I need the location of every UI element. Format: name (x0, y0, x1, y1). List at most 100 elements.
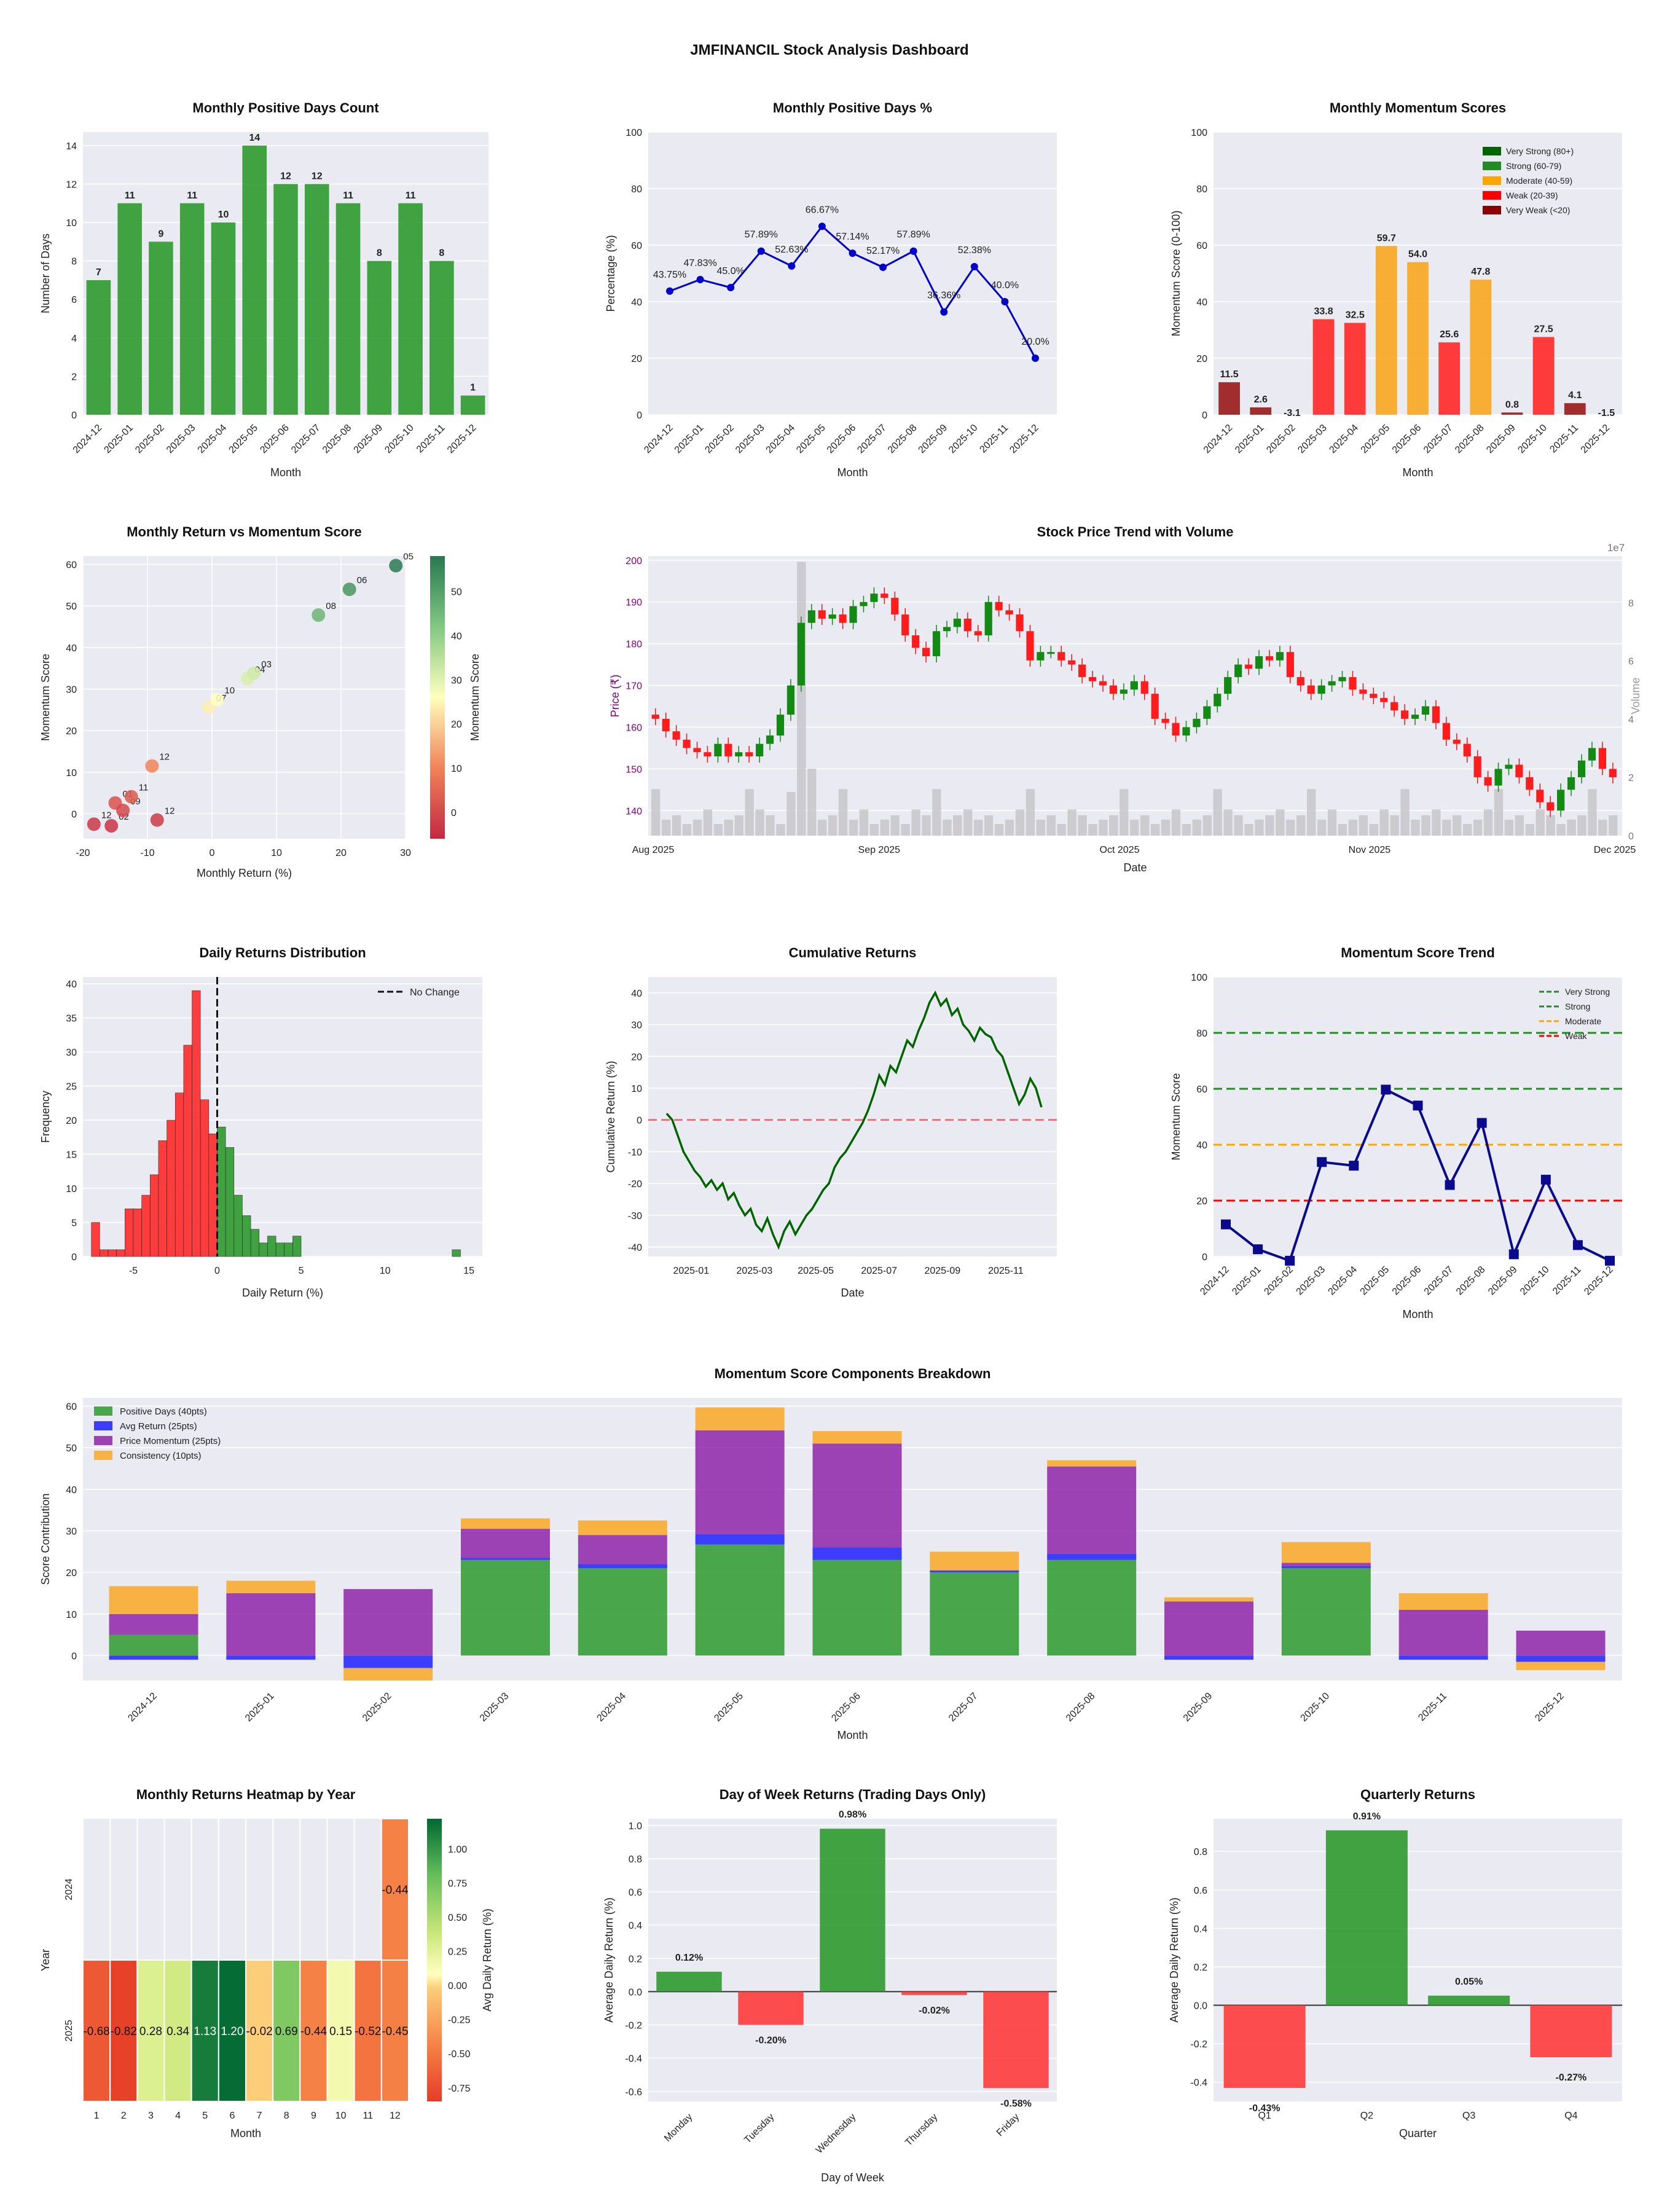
pv-candle-body (1109, 685, 1118, 694)
pdp-point (970, 263, 978, 271)
pdp-point (849, 249, 857, 257)
qr-data-label: -0.27% (1556, 2073, 1587, 2083)
pdp-ytick-label: 100 (626, 128, 642, 138)
cmp-bar-segment (226, 1593, 316, 1656)
hm-colorbar (427, 1819, 442, 2101)
pdc-bar (304, 184, 329, 415)
rvm-point-label: 03 (261, 659, 272, 670)
mt-ytick-label: 60 (1196, 1084, 1207, 1095)
cmp-bar-segment (343, 1668, 433, 1681)
pv-candle-body (1140, 681, 1148, 694)
pdc-bar (117, 203, 142, 415)
hm-xtick-label: 10 (335, 2111, 347, 2121)
ms-bar (1532, 337, 1555, 415)
pdp-ytick-label: 0 (637, 410, 642, 421)
pv-candle-body (1193, 718, 1201, 728)
cmp-bar-segment (1281, 1542, 1371, 1563)
pdc-ytick-label: 6 (71, 295, 77, 305)
pv-volume-bar (755, 809, 764, 836)
rvm-ytick-label: 60 (66, 560, 77, 571)
pv-candle-body (963, 618, 971, 632)
cmp-title: Momentum Score Components Breakdown (715, 1366, 991, 1381)
cmp-legend-swatch (94, 1436, 112, 1445)
drd-ytick-label: 10 (66, 1184, 77, 1194)
rvm-ylabel: Momentum Score (39, 654, 52, 741)
cmp-bar-segment (343, 1655, 433, 1668)
pdc-ytick-label: 2 (71, 372, 77, 382)
pv-candle-body (1453, 739, 1461, 744)
rvm-point-label: 12 (159, 752, 170, 763)
ms-bar (1250, 407, 1272, 415)
mt-point (1605, 1255, 1615, 1266)
cr-series-line (665, 990, 1043, 1250)
hm-xtick-label: 8 (284, 2111, 289, 2121)
pdc-bar (367, 261, 392, 415)
hm-cell-label: 1.13 (194, 2025, 216, 2038)
pv-volume-bar (1556, 824, 1566, 836)
cmp-bar-segment (226, 1580, 316, 1593)
pv-candle-body (1505, 764, 1513, 769)
pdp-point (757, 247, 765, 255)
pv-candle-body (735, 752, 743, 756)
pv-candle-body (1473, 756, 1481, 777)
pv-ytick-label: 150 (626, 764, 642, 775)
pv-volume-bar (890, 815, 900, 836)
rvm-point-label: 11 (139, 783, 149, 793)
cmp-xtick-label: 2025-03 (478, 1691, 511, 1724)
dow-bar (656, 1971, 722, 1992)
drd-xtick-label: -5 (129, 1266, 138, 1276)
pdp-xtick-label: 2025-03 (734, 423, 767, 456)
pv-candle-body (943, 627, 951, 632)
pdc-data-label: 12 (312, 171, 323, 181)
pdc-xtick-label: 2025-05 (227, 423, 261, 456)
pv-volume-bar (1213, 789, 1222, 836)
pv-volume-bar (1359, 815, 1368, 836)
mt-xtick-label: 2025-12 (1582, 1265, 1615, 1298)
cmp-bar-segment (812, 1547, 902, 1560)
pv-candle-body (1380, 697, 1388, 702)
drd-ytick-label: 30 (66, 1048, 77, 1058)
dow-ytick-label: 0.2 (629, 1954, 642, 1964)
rvm-title: Monthly Return vs Momentum Score (127, 524, 362, 539)
pv-volume-bar (1286, 819, 1295, 836)
pdp-xtick-label: 2025-01 (673, 423, 706, 456)
pv-candle-body (1338, 677, 1346, 681)
pv-candle-body (922, 648, 930, 656)
pv-candle-body (672, 731, 680, 740)
hm-colorbar-label: Avg Daily Return (%) (481, 1908, 493, 2012)
drd-bar (208, 1133, 218, 1257)
pv-volume-bar (1327, 809, 1337, 836)
pv-candle-body (1515, 764, 1523, 777)
pv-candle-body (1057, 652, 1065, 661)
pv-volume-bar (1535, 809, 1545, 836)
pv-candle-body (870, 594, 878, 602)
ms-ytick-label: 80 (1196, 184, 1207, 195)
pv-volume-bar (1192, 819, 1202, 836)
pv-volume-bar (1078, 815, 1087, 836)
cmp-xtick-label: 2025-09 (1182, 1691, 1215, 1724)
rvm-colorbar-tick: 30 (451, 675, 462, 686)
pv-volume-bar (1057, 824, 1066, 836)
dow-bar (983, 1991, 1049, 2088)
dashboard-title: JMFINANCIL Stock Analysis Dashboard (690, 42, 969, 58)
pv-volume-bar (1067, 809, 1077, 836)
drd-bar (452, 1249, 461, 1257)
pdc-bar (179, 203, 205, 415)
pv-volume-bar (1161, 819, 1171, 836)
cr-ytick-label: -30 (628, 1211, 642, 1222)
pv-candle-body (1588, 748, 1596, 761)
cmp-xtick-label: 2025-05 (712, 1691, 745, 1724)
cr-ytick-label: 20 (631, 1052, 642, 1062)
pv-candle-body (901, 614, 909, 636)
pv-volume-bar (1296, 815, 1306, 836)
drd-bar (91, 1222, 100, 1257)
qr-xtick-label: Q4 (1564, 2111, 1577, 2121)
rvm-xtick-label: 10 (271, 848, 282, 858)
pv-xtick-label: Oct 2025 (1100, 845, 1140, 855)
drd-xtick-label: 0 (214, 1266, 220, 1276)
pv-candle-body (818, 610, 826, 619)
pv-volume-bar (1598, 819, 1607, 836)
pdc-xtick-label: 2025-03 (165, 423, 198, 456)
pv-candle-body (1567, 777, 1575, 790)
cr-ytick-label: 30 (631, 1021, 642, 1031)
